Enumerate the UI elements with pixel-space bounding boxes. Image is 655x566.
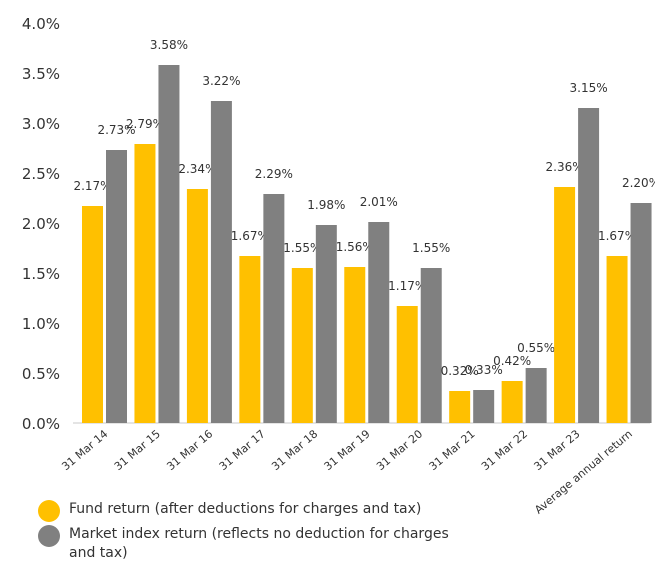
y-tick-label: 0.0% <box>22 415 60 433</box>
y-tick-label: 3.0% <box>22 115 60 133</box>
market-index-data-label: 0.55% <box>517 341 555 355</box>
x-tick-label: 31 Mar 15 <box>112 427 163 473</box>
market-index-bar <box>368 222 390 423</box>
fund-return-bar <box>239 256 261 423</box>
fund-return-data-label: 0.42% <box>493 354 531 368</box>
market-index-bar <box>210 101 232 423</box>
x-tick-label: 31 Mar 16 <box>164 427 215 473</box>
fund-return-bar <box>501 381 523 423</box>
fund-return-data-label: 2.34% <box>178 162 216 176</box>
x-tick-label: 31 Mar 22 <box>479 427 530 473</box>
market-index-bar <box>106 150 127 423</box>
fund-return-data-label: 1.67% <box>598 229 636 243</box>
market-index-data-label: 3.58% <box>150 38 188 52</box>
market-index-bar <box>420 268 442 423</box>
legend-item-market-index-return: Market index return (reflects no deducti… <box>38 525 468 563</box>
fund-return-bar <box>134 144 156 423</box>
fund-return-bar <box>186 189 208 423</box>
market-index-bar <box>315 225 337 423</box>
y-tick-label: 0.5% <box>22 365 60 383</box>
x-tick-label: 31 Mar 18 <box>269 427 320 473</box>
x-tick-label: 31 Mar 14 <box>59 427 110 473</box>
fund-return-data-label: 0.32% <box>441 364 479 378</box>
market-index-data-label: 2.73% <box>97 123 135 137</box>
fund-return-data-label: 1.17% <box>388 279 426 293</box>
x-tick-label: Average annual return <box>532 427 635 516</box>
market-index-data-label: 2.29% <box>255 167 293 181</box>
market-index-data-label: 2.20% <box>622 176 655 190</box>
market-index-bar <box>630 203 652 423</box>
fund-return-data-label: 2.79% <box>126 117 164 131</box>
fund-return-data-label: 1.56% <box>336 240 374 254</box>
legend-item-fund-return: Fund return (after deductions for charge… <box>38 500 468 522</box>
fund-return-bar <box>554 187 576 423</box>
fund-return-bar <box>291 268 313 423</box>
fund-return-data-label: 2.17% <box>73 179 111 193</box>
y-tick-label: 2.0% <box>22 215 60 233</box>
y-tick-label: 1.0% <box>22 315 60 333</box>
fund-return-bar <box>396 306 418 423</box>
y-tick-label: 4.0% <box>22 15 60 33</box>
legend-label-fund-return: Fund return (after deductions for charge… <box>69 501 422 517</box>
market-index-bar <box>158 65 180 423</box>
market-index-data-label: 3.22% <box>202 74 240 88</box>
market-index-bar <box>473 390 495 423</box>
market-index-data-label: 3.15% <box>570 81 608 95</box>
x-tick-label: 31 Mar 19 <box>322 427 373 473</box>
fund-return-bar <box>82 206 103 423</box>
legend-swatch-fund-return <box>38 500 60 522</box>
y-tick-label: 2.5% <box>22 165 60 183</box>
market-index-data-label: 1.98% <box>307 198 345 212</box>
fund-return-data-label: 2.36% <box>546 160 584 174</box>
legend-label-market-index-return: Market index return (reflects no deducti… <box>69 526 449 561</box>
market-index-data-label: 0.33% <box>465 363 503 377</box>
market-index-bar <box>578 108 600 423</box>
market-index-bar <box>263 194 285 423</box>
x-tick-label: 31 Mar 21 <box>427 427 478 473</box>
market-index-data-label: 2.01% <box>360 195 398 209</box>
x-tick-label: 31 Mar 23 <box>531 427 582 473</box>
fund-return-bar <box>606 256 628 423</box>
market-index-bar <box>525 368 547 423</box>
y-tick-label: 3.5% <box>22 65 60 83</box>
market-index-data-label: 1.55% <box>412 241 450 255</box>
fund-return-bar <box>449 391 471 423</box>
fund-return-data-label: 1.55% <box>283 241 321 255</box>
legend-swatch-market-index-return <box>38 525 60 547</box>
x-tick-label: 31 Mar 17 <box>217 427 268 473</box>
x-tick-label: 31 Mar 20 <box>374 427 425 473</box>
fund-return-bar <box>344 267 366 423</box>
y-tick-label: 1.5% <box>22 265 60 283</box>
fund-return-data-label: 1.67% <box>231 229 269 243</box>
legend: Fund return (after deductions for charge… <box>38 500 468 566</box>
